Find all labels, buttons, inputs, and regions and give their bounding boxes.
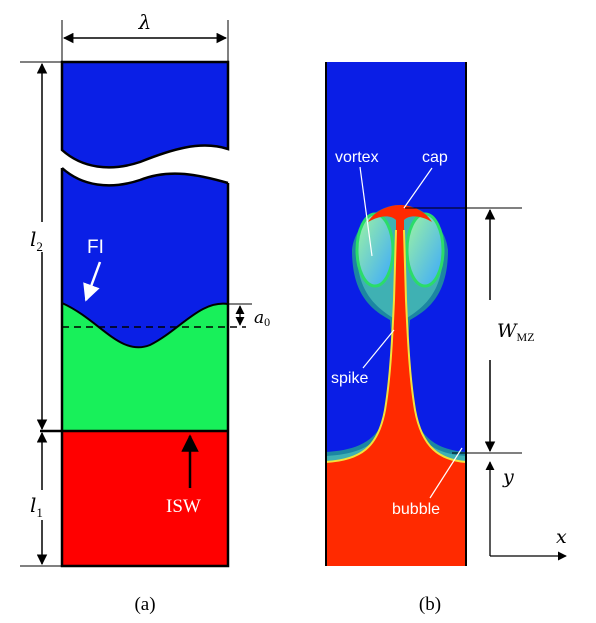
caption-b: (b) xyxy=(419,594,441,615)
cap-label: cap xyxy=(422,149,448,166)
wmz-label: WMZ xyxy=(497,320,535,344)
caption-a: (a) xyxy=(134,594,155,615)
break-line-lower xyxy=(61,167,229,187)
l1-label-background xyxy=(26,490,48,520)
vortex-label: vortex xyxy=(335,149,379,166)
left-vortex-core xyxy=(355,212,395,288)
spike-label: spike xyxy=(331,370,368,387)
spike-and-bubble xyxy=(326,230,466,566)
interface-edge xyxy=(325,229,467,463)
bubble-leader-line xyxy=(429,447,463,499)
l2-label: l2 xyxy=(30,227,43,254)
bubble-label: bubble xyxy=(392,501,440,518)
light-fluid-region xyxy=(62,303,228,431)
right-vortex-core xyxy=(405,212,445,288)
l2-label-background xyxy=(26,222,48,252)
heavy-fluid-upper-segment xyxy=(60,60,230,169)
y-axis-label: y xyxy=(502,466,514,488)
fi-label: FI xyxy=(87,237,104,258)
l1-label: l1 xyxy=(30,493,43,520)
fi-arrow xyxy=(83,261,102,302)
heavy-fluid-lower-segment xyxy=(62,168,228,348)
cap-shape xyxy=(368,205,432,230)
x-axis-label: x xyxy=(556,526,567,548)
panel-a: λ l2 l1 FI a0 ISW (a) xyxy=(20,10,270,615)
a0-label: a0 xyxy=(254,308,270,329)
vortex-leader-line xyxy=(359,166,373,257)
panel-b: WMZ vortex cap spike bubble y x (b) xyxy=(325,62,567,615)
shocked-fluid-region xyxy=(62,431,228,566)
fluid-interface-curve xyxy=(61,302,229,349)
lambda-label: λ xyxy=(138,10,152,34)
cap-leader-line xyxy=(403,167,433,209)
tube-outline xyxy=(60,168,230,568)
spike-leader-line xyxy=(362,329,395,369)
isw-label: ISW xyxy=(166,496,201,517)
